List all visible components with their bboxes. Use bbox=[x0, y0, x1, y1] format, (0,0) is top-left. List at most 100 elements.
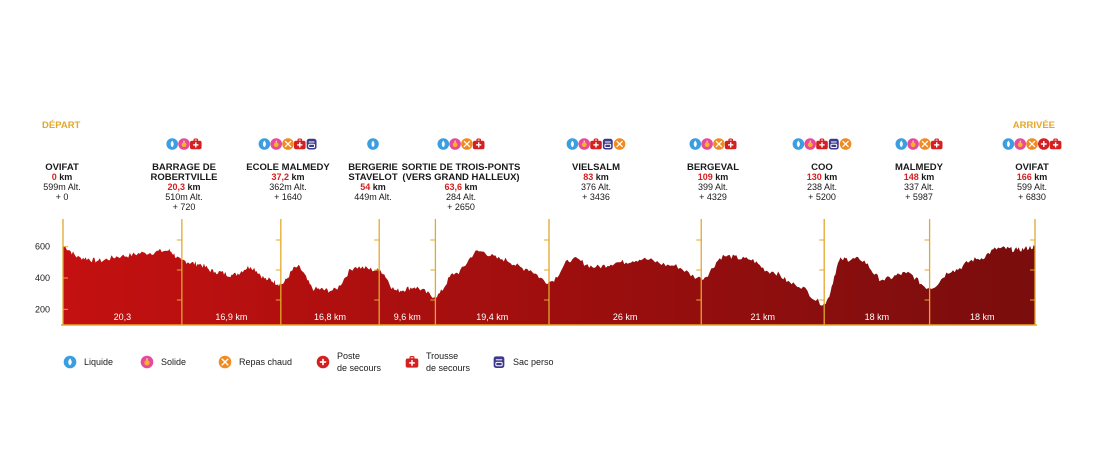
cross-h-icon bbox=[319, 361, 327, 363]
segment-distance-label: 16,9 km bbox=[215, 312, 247, 322]
station-info: 599 Alt. bbox=[1017, 182, 1047, 192]
drop-icon bbox=[371, 140, 375, 148]
knife-icon bbox=[1028, 140, 1036, 148]
solide-icon bbox=[701, 138, 713, 150]
sac-icon bbox=[828, 138, 839, 150]
liquide-icon bbox=[63, 355, 77, 369]
station-info: + 1640 bbox=[274, 192, 302, 202]
segment-distance-label: 18 km bbox=[865, 312, 890, 322]
station-info: + 5987 bbox=[905, 192, 933, 202]
fruit-stem-icon bbox=[912, 140, 914, 143]
solide-icon bbox=[270, 138, 283, 150]
knife-icon bbox=[616, 140, 623, 148]
station-km-value: 54 bbox=[360, 182, 370, 192]
station-km-unit: km bbox=[919, 172, 935, 182]
poste-icon bbox=[1038, 138, 1050, 150]
station-km-unit: km bbox=[713, 172, 729, 182]
kit-cross-h-icon bbox=[1052, 144, 1059, 146]
kit-handle-icon bbox=[819, 138, 825, 142]
station-km-unit: km bbox=[1032, 172, 1048, 182]
legend-item-trousse: Trousse de secours bbox=[405, 351, 471, 373]
station-info: + 3436 bbox=[582, 192, 610, 202]
fruit-stem-icon bbox=[183, 140, 185, 143]
liquide-icon bbox=[367, 138, 379, 150]
sac-icon bbox=[306, 138, 317, 150]
fruit-stem-icon bbox=[454, 140, 456, 143]
y-tick-label: 200 bbox=[35, 304, 50, 314]
legend-label: Trousse bbox=[426, 351, 458, 361]
station-km-value: 130 bbox=[807, 172, 822, 182]
station-name: STAVELOT bbox=[348, 172, 397, 183]
station-name: BARRAGE DE bbox=[152, 162, 216, 173]
segment-distance-label: 16,8 km bbox=[314, 312, 346, 322]
kit-cross-h-icon bbox=[819, 144, 825, 146]
station-km: 20,3 km bbox=[167, 182, 200, 192]
legend-label: Repas chaud bbox=[239, 357, 292, 367]
repas-icon bbox=[282, 138, 294, 150]
drop-icon bbox=[796, 140, 800, 148]
sac-icon bbox=[493, 356, 505, 368]
repas-icon bbox=[713, 138, 725, 150]
y-tick-label: 400 bbox=[35, 273, 50, 283]
drop-icon bbox=[570, 140, 574, 148]
kit-handle-icon bbox=[193, 138, 199, 142]
legend-item-poste: Poste de secours bbox=[316, 351, 382, 373]
kit-cross-h-icon bbox=[934, 144, 940, 146]
station-km-value: 83 bbox=[583, 172, 593, 182]
trousse-icon bbox=[816, 138, 828, 150]
trousse-icon bbox=[294, 138, 306, 150]
station-km: 63,6 km bbox=[444, 182, 477, 192]
station-km-unit: km bbox=[57, 172, 73, 182]
end-label: ARRIVÉE bbox=[1013, 120, 1055, 131]
drop-icon bbox=[1006, 140, 1010, 148]
legend-item-repas: Repas chaud bbox=[218, 355, 292, 369]
bag-pocket-icon bbox=[604, 143, 612, 148]
station-name: (VERS GRAND HALLEUX) bbox=[402, 172, 519, 183]
drop-icon bbox=[262, 140, 266, 148]
y-tick-label: 600 bbox=[35, 242, 50, 252]
station-name: COO bbox=[811, 162, 833, 173]
kit-cross-h-icon bbox=[297, 144, 303, 146]
station-km: 54 km bbox=[360, 182, 386, 192]
station-info: + 2650 bbox=[447, 202, 475, 212]
fruit-stem-icon bbox=[275, 140, 277, 143]
kit-handle-icon bbox=[297, 138, 303, 142]
station-4: SORTIE DE TROIS-PONTS(VERS GRAND HALLEUX… bbox=[402, 138, 520, 212]
repas-icon bbox=[613, 138, 626, 150]
kit-cross-h-icon bbox=[193, 144, 199, 146]
knife-icon bbox=[284, 140, 292, 148]
trousse-icon bbox=[724, 138, 737, 150]
station-km-value: 20,3 bbox=[167, 182, 185, 192]
sac-icon bbox=[602, 138, 613, 150]
station-info: 337 Alt. bbox=[904, 182, 934, 192]
liquide-icon bbox=[689, 138, 702, 150]
fruit-icon bbox=[910, 142, 916, 148]
drop-icon bbox=[693, 140, 697, 148]
fruit-stem-icon bbox=[809, 140, 811, 143]
solide-icon bbox=[578, 138, 590, 150]
station-name: BERGEVAL bbox=[687, 162, 739, 173]
station-info: 376 Alt. bbox=[581, 182, 611, 192]
knife-icon bbox=[921, 140, 929, 148]
legend-label: Solide bbox=[161, 357, 186, 367]
fruit-icon bbox=[704, 142, 710, 148]
legend-label: de secours bbox=[337, 363, 382, 373]
station-name: ROBERTVILLE bbox=[150, 172, 217, 183]
station-info: + 720 bbox=[173, 202, 196, 212]
station-km-unit: km bbox=[185, 182, 201, 192]
station-km: 109 km bbox=[698, 172, 729, 182]
segment-distance-label: 19,4 km bbox=[476, 312, 508, 322]
fruit-icon bbox=[452, 142, 458, 148]
segment-distance-label: 21 km bbox=[750, 312, 775, 322]
station-km: 0 km bbox=[52, 172, 73, 182]
repas-icon bbox=[919, 138, 931, 150]
poste-icon bbox=[316, 355, 330, 369]
station-km: 148 km bbox=[904, 172, 935, 182]
repas-icon bbox=[839, 138, 852, 150]
